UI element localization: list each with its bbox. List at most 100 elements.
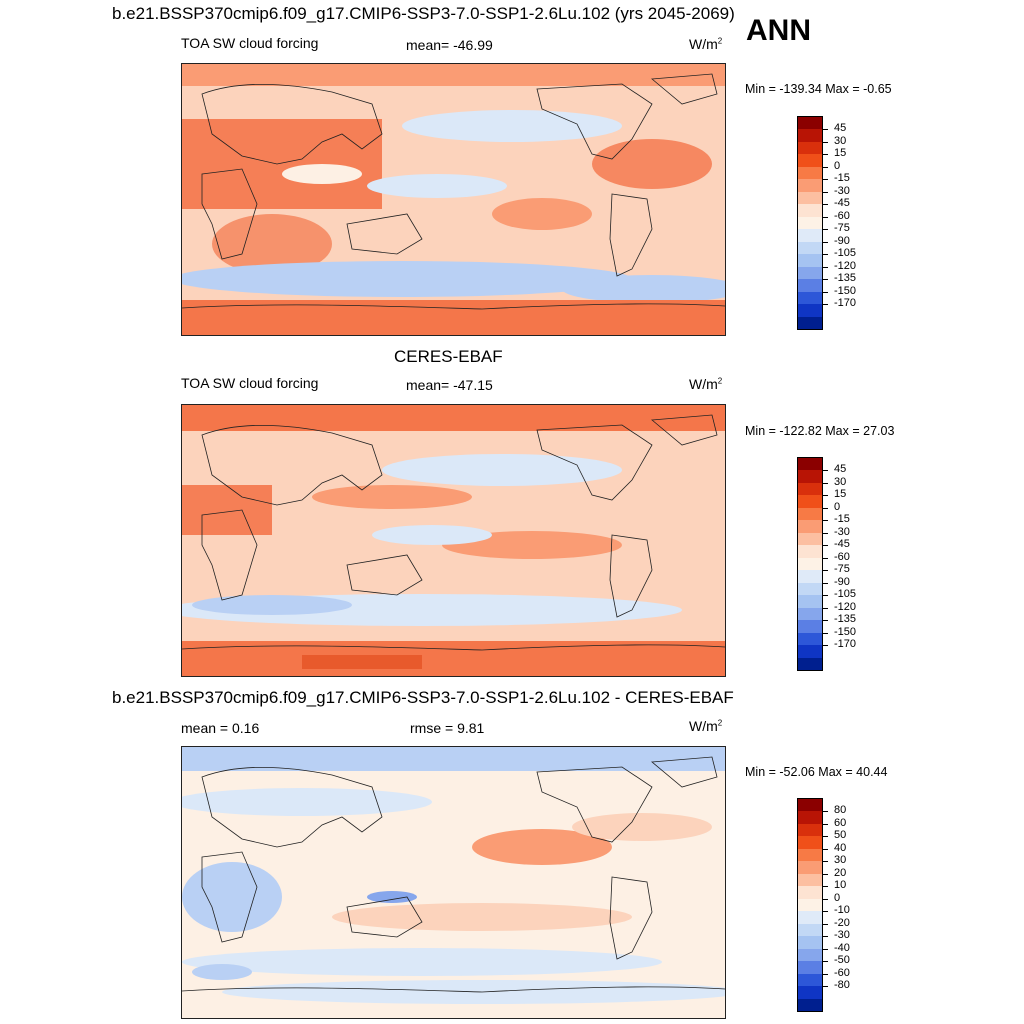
colorbar-swatch bbox=[798, 291, 822, 305]
colorbar-swatch bbox=[798, 911, 822, 925]
colorbar-swatch bbox=[798, 557, 822, 571]
colorbar-tick bbox=[822, 495, 828, 497]
variable-label: TOA SW cloud forcing bbox=[181, 35, 319, 51]
colorbar-tick bbox=[822, 229, 828, 231]
colorbar-swatch bbox=[798, 811, 822, 825]
colorbar-tick bbox=[822, 811, 828, 813]
colorbar-swatch bbox=[798, 986, 822, 1000]
colorbar-swatch bbox=[798, 657, 822, 671]
colorbar-tick bbox=[822, 823, 828, 825]
colorbar-swatch bbox=[798, 799, 822, 812]
colorbar-swatch bbox=[798, 141, 822, 155]
colorbar-tick-label: -75 bbox=[834, 222, 850, 235]
minmax-label: Min = -122.82 Max = 27.03 bbox=[745, 424, 895, 438]
colorbar-tick bbox=[822, 507, 828, 509]
mean-label: mean= -46.99 bbox=[406, 37, 493, 53]
colorbar-tick bbox=[822, 482, 828, 484]
colorbar-tick-label: 60 bbox=[834, 816, 847, 829]
panel-title: CERES-EBAF bbox=[394, 347, 503, 366]
colorbar-swatch bbox=[798, 998, 822, 1012]
colorbar-tick-label: -45 bbox=[834, 197, 850, 210]
colorbar-swatch bbox=[798, 961, 822, 975]
colorbar: 45 30 15 0 -15 -30 -45 -60 -75 -90 -105 -120 -135 -15… bbox=[797, 457, 856, 671]
field-svg bbox=[182, 747, 725, 1018]
colorbar-tick-label: -135 bbox=[834, 613, 857, 626]
colorbar-swatch bbox=[798, 873, 822, 887]
field-svg bbox=[182, 64, 725, 335]
colorbar-swatch bbox=[798, 620, 822, 634]
colorbar-swatch bbox=[798, 520, 822, 534]
colorbar-tick bbox=[822, 254, 828, 256]
colorbar-swatch bbox=[798, 154, 822, 168]
variable-label: TOA SW cloud forcing bbox=[181, 375, 319, 391]
colorbar-tick bbox=[822, 836, 828, 838]
colorbar-tick-label: 15 bbox=[834, 488, 847, 501]
colorbar-tick-label: -10 bbox=[834, 904, 850, 917]
colorbar-swatch bbox=[798, 607, 822, 621]
colorbar-tick bbox=[822, 279, 828, 281]
colorbar-tick-label: 50 bbox=[834, 829, 847, 842]
colorbar-swatch bbox=[798, 229, 822, 243]
colorbar-tick-label: 15 bbox=[834, 147, 847, 160]
colorbar-tick-label: 0 bbox=[834, 159, 841, 172]
colorbar-swatch bbox=[798, 216, 822, 230]
colorbar-tick bbox=[822, 154, 828, 156]
minmax-label: Min = -139.34 Max = -0.65 bbox=[745, 82, 892, 96]
colorbar-tick-label: 0 bbox=[834, 891, 841, 904]
colorbar-swatch bbox=[798, 458, 822, 471]
colorbar-tick bbox=[822, 645, 828, 647]
colorbar-swatch bbox=[798, 532, 822, 546]
colorbar: 80 60 50 40 30 20 10 0 -10 -20 -30 -40 -50 -60 -80 bbox=[797, 798, 850, 1012]
colorbar-tick-label: -30 bbox=[834, 184, 850, 197]
colorbar-tick-label: -120 bbox=[834, 600, 857, 613]
field-svg bbox=[182, 405, 725, 676]
colorbar-swatch bbox=[798, 645, 822, 659]
colorbar-tick bbox=[822, 898, 828, 900]
contour-map bbox=[181, 63, 726, 336]
colorbar-tick bbox=[822, 304, 828, 306]
colorbar-tick-label: -40 bbox=[834, 941, 850, 954]
colorbar-swatch bbox=[798, 166, 822, 180]
colorbar-tick bbox=[822, 570, 828, 572]
colorbar-swatch bbox=[798, 848, 822, 862]
panel-title: b.e21.BSSP370cmip6.f09_g17.CMIP6-SSP3-7.… bbox=[112, 688, 734, 707]
contour-map bbox=[181, 404, 726, 677]
colorbar-tick-label: -20 bbox=[834, 916, 850, 929]
colorbar-tick-label: -150 bbox=[834, 625, 857, 638]
colorbar-tick bbox=[822, 141, 828, 143]
colorbar-tick bbox=[822, 886, 828, 888]
colorbar-tick bbox=[822, 204, 828, 206]
colorbar-tick bbox=[822, 532, 828, 534]
colorbar-swatch bbox=[798, 632, 822, 646]
colorbar-tick bbox=[822, 632, 828, 634]
colorbar-tick-label: 30 bbox=[834, 475, 847, 488]
colorbar-tick bbox=[822, 961, 828, 963]
colorbar-tick-label: -90 bbox=[834, 575, 850, 588]
colorbar-swatch bbox=[798, 582, 822, 596]
colorbar-swatch bbox=[798, 482, 822, 496]
colorbar-swatch bbox=[798, 861, 822, 875]
colorbar-swatch bbox=[798, 595, 822, 609]
colorbar-tick bbox=[822, 191, 828, 193]
colorbar-tick-label: -60 bbox=[834, 209, 850, 222]
colorbar-swatch bbox=[798, 470, 822, 484]
colorbar-tick-label: -50 bbox=[834, 954, 850, 967]
colorbar-swatch bbox=[798, 495, 822, 509]
mean-label: mean= -47.15 bbox=[406, 377, 493, 393]
colorbar-tick-label: 30 bbox=[834, 854, 847, 867]
colorbar-swatch bbox=[798, 254, 822, 268]
colorbar-swatch bbox=[798, 886, 822, 900]
colorbar-tick bbox=[822, 545, 828, 547]
colorbar-tick bbox=[822, 520, 828, 522]
main-title: b.e21.BSSP370cmip6.f09_g17.CMIP6-SSP3-7.… bbox=[112, 4, 735, 23]
colorbar-swatch bbox=[798, 117, 822, 130]
colorbar-tick-label: 40 bbox=[834, 841, 847, 854]
colorbar-tick bbox=[822, 595, 828, 597]
colorbar-tick bbox=[822, 179, 828, 181]
units-label: W/m2 bbox=[689, 376, 723, 392]
colorbar-tick-label: -30 bbox=[834, 525, 850, 538]
colorbar-swatch bbox=[798, 191, 822, 205]
colorbar-tick-label: 10 bbox=[834, 879, 847, 892]
colorbar-tick-label: 0 bbox=[834, 500, 841, 513]
colorbar-tick bbox=[822, 607, 828, 609]
